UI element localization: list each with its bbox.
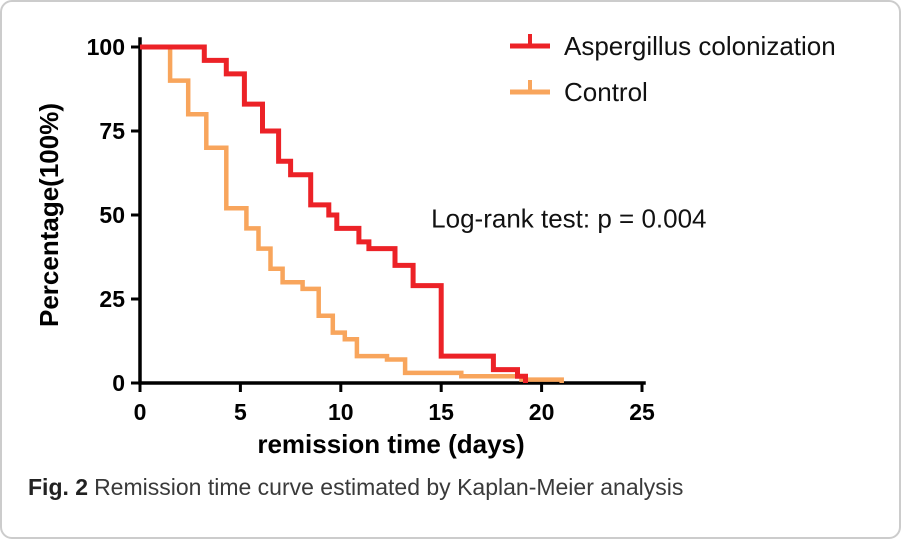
x-tick-label: 20 — [529, 399, 555, 425]
figure-caption: Fig. 2 Remission time curve estimated by … — [2, 474, 899, 501]
y-tick-label: 25 — [99, 286, 125, 312]
x-tick-label: 15 — [428, 399, 454, 425]
series-curve-aspergillus-colonization — [140, 44, 528, 383]
y-tick-label: 50 — [99, 202, 125, 228]
legend-label: Aspergillus colonization — [564, 31, 836, 61]
x-tick-label: 10 — [328, 399, 354, 425]
x-tick-label: 0 — [134, 399, 147, 425]
x-tick-label: 25 — [629, 399, 655, 425]
y-tick-label: 100 — [87, 34, 125, 60]
figure-caption-label: Fig. 2 — [28, 474, 89, 500]
kaplan-meier-chart: 0 5 10 15 20 25 0 25 50 75 100 remission time (days… — [34, 31, 836, 459]
legend-label: Control — [564, 77, 648, 107]
logrank-annotation: Log-rank test: p = 0.004 — [431, 203, 706, 233]
figure-caption-text: Remission time curve estimated by Kaplan… — [94, 474, 684, 500]
x-tick-label: 5 — [234, 399, 247, 425]
y-tick-label: 75 — [99, 118, 125, 144]
x-axis-title: remission time (days) — [257, 429, 524, 459]
series-curve-control — [140, 44, 564, 383]
y-tick-label: 0 — [112, 370, 125, 396]
y-axis-title: Percentage(100%) — [34, 103, 64, 327]
